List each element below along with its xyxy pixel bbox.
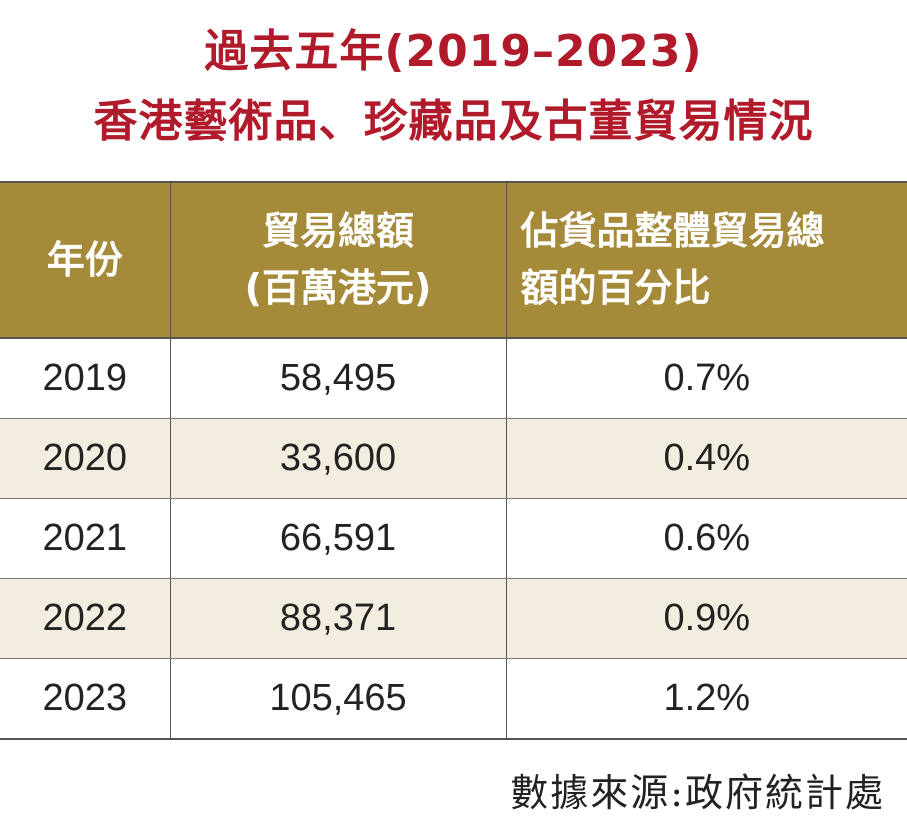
table-row: 2023 105,465 1.2% (0, 658, 907, 740)
table-header-row: 年份 貿易總額 (百萬港元) 佔貨品整體貿易總 額的百分比 (0, 181, 907, 339)
header-total: 貿易總額 (百萬港元) (169, 181, 506, 339)
table-row: 2022 88,371 0.9% (0, 578, 907, 659)
header-year-label: 年份 (46, 237, 123, 282)
cell-year: 2020 (0, 418, 170, 499)
cell-total: 88,371 (169, 578, 506, 659)
table-row: 2020 33,600 0.4% (0, 418, 907, 499)
trade-table: 年份 貿易總額 (百萬港元) 佔貨品整體貿易總 額的百分比 2019 58,49… (0, 181, 907, 740)
cell-percentage: 0.9% (505, 578, 907, 659)
header-total-line-2: (百萬港元) (244, 266, 432, 310)
title-line-1: 過去五年(2019–2023) (204, 26, 703, 77)
header-pct-line-2: 額的百分比 (520, 266, 711, 310)
cell-percentage: 1.2% (505, 658, 907, 740)
cell-total: 58,495 (169, 338, 506, 419)
cell-percentage: 0.4% (505, 418, 907, 499)
source-note: 數據來源:政府統計處 (510, 771, 885, 815)
header-year: 年份 (0, 181, 170, 339)
table-row: 2021 66,591 0.6% (0, 498, 907, 579)
cell-percentage: 0.6% (505, 498, 907, 579)
cell-total: 66,591 (169, 498, 506, 579)
table-row: 2019 58,495 0.7% (0, 338, 907, 419)
cell-year: 2022 (0, 578, 170, 659)
header-percentage: 佔貨品整體貿易總 額的百分比 (505, 181, 907, 339)
title-line-2: 香港藝術品、珍藏品及古董貿易情況 (93, 96, 814, 147)
header-pct-line-1: 佔貨品整體貿易總 (520, 209, 825, 253)
cell-total: 33,600 (169, 418, 506, 499)
trade-table-container: 年份 貿易總額 (百萬港元) 佔貨品整體貿易總 額的百分比 2019 58,49… (0, 181, 907, 740)
header-total-line-1: 貿易總額 (261, 209, 414, 253)
cell-percentage: 0.7% (505, 338, 907, 419)
cell-year: 2021 (0, 498, 170, 579)
cell-year: 2023 (0, 658, 170, 740)
cell-year: 2019 (0, 338, 170, 419)
cell-total: 105,465 (169, 658, 506, 740)
